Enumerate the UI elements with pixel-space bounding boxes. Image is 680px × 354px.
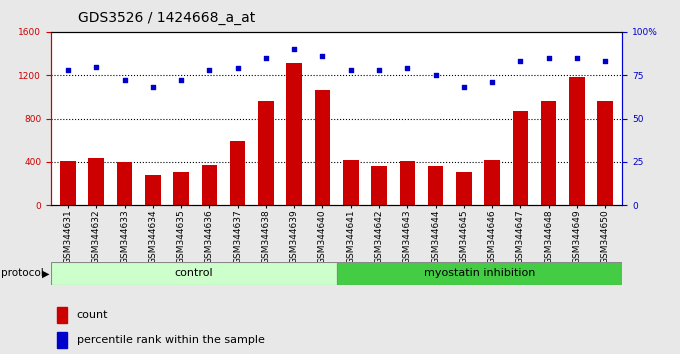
Bar [456, 172, 472, 205]
Text: percentile rank within the sample: percentile rank within the sample [77, 335, 265, 344]
Text: myostatin inhibition: myostatin inhibition [424, 268, 535, 279]
Point [289, 46, 300, 52]
Point [402, 65, 413, 71]
Bar [258, 101, 273, 205]
Bar [145, 175, 160, 205]
Bar [286, 63, 302, 205]
Bar [51, 262, 337, 285]
Point [600, 58, 611, 64]
Bar [201, 165, 217, 205]
Point [91, 64, 102, 69]
Bar [56, 307, 67, 323]
Bar [315, 90, 330, 205]
Point [543, 55, 554, 61]
Bar [541, 101, 556, 205]
Bar [400, 161, 415, 205]
Point [63, 67, 73, 73]
Point [317, 53, 328, 59]
Bar [61, 161, 75, 205]
Point [345, 67, 356, 73]
Point [175, 78, 186, 83]
Bar [598, 101, 613, 205]
Bar [484, 160, 500, 205]
Point [232, 65, 243, 71]
Point [515, 58, 526, 64]
Bar [428, 166, 443, 205]
Bar [230, 141, 245, 205]
Bar [56, 332, 67, 348]
Bar [88, 158, 104, 205]
Bar [173, 172, 189, 205]
Bar [117, 162, 133, 205]
Point [571, 55, 582, 61]
Bar [337, 262, 622, 285]
Point [430, 73, 441, 78]
Text: control: control [175, 268, 213, 279]
Point [373, 67, 384, 73]
Text: ▶: ▶ [42, 268, 50, 279]
Bar [371, 166, 387, 205]
Bar [513, 111, 528, 205]
Point [148, 85, 158, 90]
Point [487, 79, 498, 85]
Text: count: count [77, 310, 108, 320]
Point [458, 85, 469, 90]
Bar [569, 78, 585, 205]
Text: protocol: protocol [1, 268, 44, 279]
Point [260, 55, 271, 61]
Point [204, 67, 215, 73]
Bar [343, 160, 358, 205]
Point [119, 78, 130, 83]
Text: GDS3526 / 1424668_a_at: GDS3526 / 1424668_a_at [78, 11, 256, 25]
